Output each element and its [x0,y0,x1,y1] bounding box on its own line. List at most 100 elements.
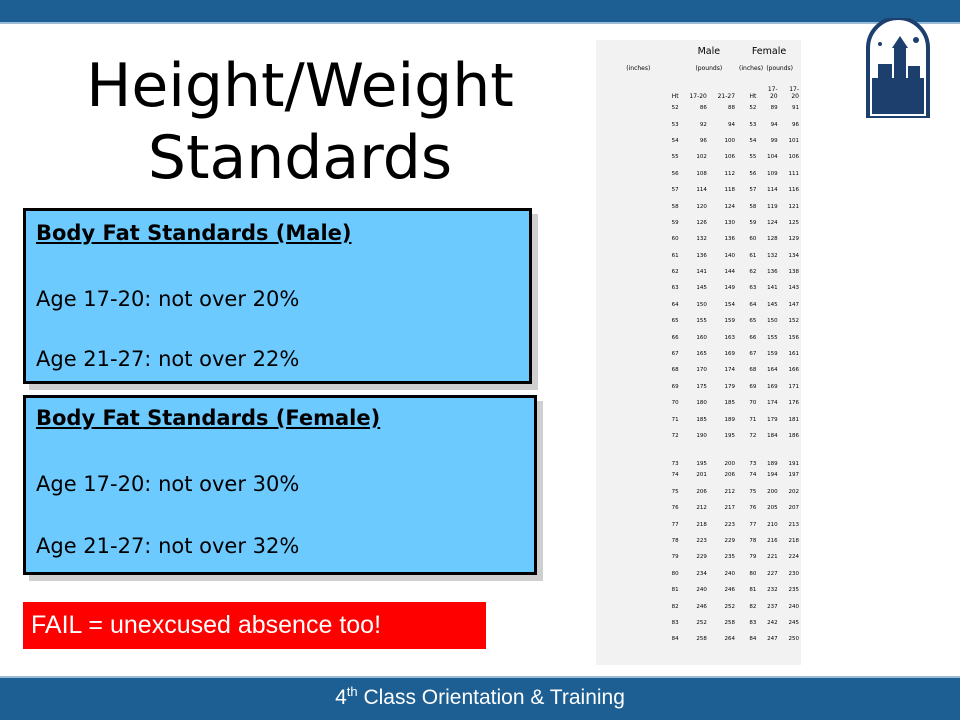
column-header: 17-20 [789,86,799,100]
table-cell: 189 [724,416,736,423]
table-cell: 76 [749,505,757,512]
table-cell: 159 [724,318,736,325]
table-row: 59 126 130 59 124 125 [596,215,801,231]
table-cell: 212 [696,505,707,512]
male-age-21-27: Age 21-27: not over 22% [36,347,300,371]
table-cell: 94 [728,121,736,128]
table-cell: 54 [749,137,757,144]
table-cell: 120 [696,203,707,210]
castle-seal-icon [866,18,930,118]
table-row: 63 145 149 63 141 143 [596,280,801,296]
table-cell: 63 [749,285,757,292]
table-row: 81 240 246 81 232 235 [596,582,801,598]
table-row: 62 141 144 62 136 138 [596,264,801,280]
table-cell: 84 [749,636,757,643]
table-cell: 169 [724,351,736,358]
table-cell: 218 [696,521,707,528]
table-cell: 118 [724,187,736,194]
table-cell: 83 [749,619,757,626]
table-cell: 144 [724,269,736,276]
table-cell: 136 [696,252,707,259]
table-cell: 235 [788,587,800,594]
table-cell: 60 [749,236,757,243]
top-bar [0,0,960,22]
table-cell: 83 [671,619,679,626]
table-row: 66 160 163 66 155 156 [596,329,801,345]
table-cell: 141 [767,285,778,292]
table-cell: 84 [671,636,679,643]
table-row: 83 252 258 83 242 245 [596,615,801,631]
table-cell: 155 [696,318,707,325]
table-cell: 141 [696,269,707,276]
table-cell: 69 [749,383,757,390]
table-row: 65 155 159 65 150 152 [596,313,801,329]
table-cell: 67 [671,351,679,358]
table-cell: 80 [671,570,679,577]
table-cell: 179 [724,383,736,390]
table-cell: 174 [724,367,736,374]
female-box-heading: Body Fat Standards (Female) [36,406,381,430]
table-cell: 246 [724,587,736,594]
table-cell: 100 [724,137,736,144]
table-cell: 145 [767,301,778,308]
unit-header: (inches) [739,64,764,72]
table-cell: 245 [788,619,800,626]
table-cell: 136 [724,236,736,243]
table-cell: 250 [788,636,800,643]
table-cell: 130 [724,219,736,226]
female-group-header: Female [751,45,787,57]
table-cell: 138 [788,269,800,276]
table-row: 82 246 252 82 237 240 [596,598,801,614]
table-cell: 80 [749,570,757,577]
table-row: 78 223 229 78 216 218 [596,533,801,549]
table-cell: 195 [696,461,707,468]
table-cell: 81 [749,587,757,594]
table-cell: 227 [767,570,778,577]
table-cell: 224 [788,554,800,561]
table-cell: 246 [696,603,707,610]
table-row: 69 175 179 69 169 171 [596,379,801,395]
female-body-fat-box: Body Fat Standards (Female) Age 17-20: n… [23,395,537,575]
table-cell: 197 [788,472,800,479]
table-cell: 147 [788,301,800,308]
table-cell: 109 [767,170,778,177]
table-cell: 258 [724,619,736,626]
table-cell: 60 [671,236,679,243]
unit-header: (inches) [626,64,651,72]
table-cell: 240 [696,587,707,594]
unit-header: (pounds) [766,64,794,72]
table-cell: 154 [724,301,736,308]
table-cell: 74 [749,472,757,479]
table-cell: 78 [671,537,679,544]
table-cell: 149 [724,285,736,292]
table-cell: 229 [696,554,707,561]
table-cell: 152 [788,318,800,325]
female-age-21-27: Age 21-27: not over 32% [36,534,300,558]
table-cell: 111 [788,170,800,177]
table-row: 54 96 100 54 99 101 [596,133,801,149]
table-cell: 229 [724,537,736,544]
table-row: 67 165 169 67 159 161 [596,346,801,362]
table-cell: 66 [671,334,679,341]
table-cell: 125 [788,219,800,226]
table-cell: 205 [767,505,778,512]
table-row: 75 206 212 75 200 202 [596,484,801,500]
table-cell: 86 [699,105,707,112]
table-row: 74 201 206 74 194 197 [596,467,801,483]
table-row: 58 120 124 58 119 121 [596,198,801,214]
table-cell: 67 [749,351,757,358]
bottom-bar [0,678,960,720]
table-cell: 216 [767,537,778,544]
table-cell: 221 [767,554,778,561]
table-cell: 181 [788,416,800,423]
table-cell: 264 [724,636,736,643]
table-cell: 116 [788,187,800,194]
table-cell: 247 [767,636,778,643]
table-cell: 106 [724,154,736,161]
column-header: 17-20 [689,93,707,100]
table-cell: 124 [767,219,778,226]
table-cell: 63 [671,285,679,292]
table-cell: 169 [767,383,778,390]
table-cell: 165 [696,351,707,358]
table-row: 70 180 185 70 174 176 [596,395,801,411]
